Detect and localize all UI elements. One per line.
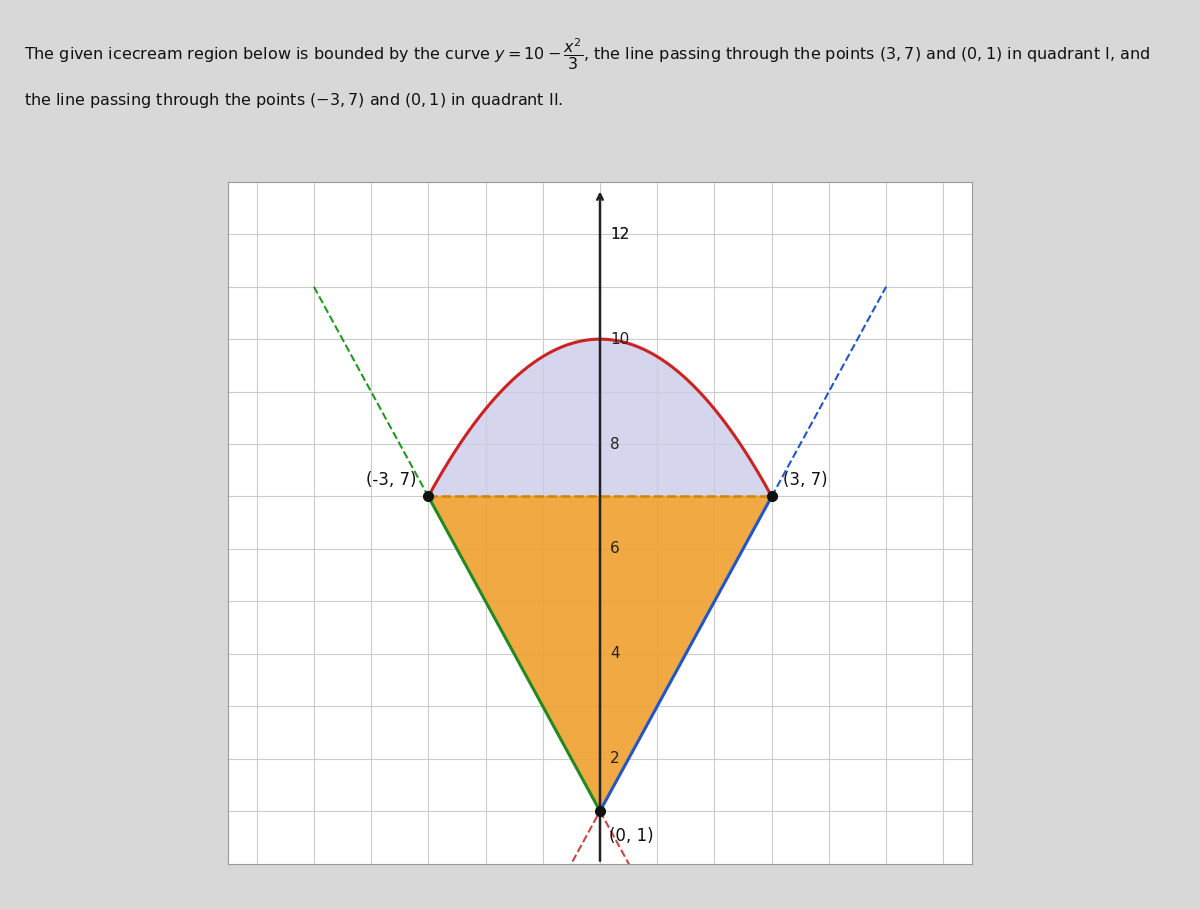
Text: 12: 12 bbox=[611, 226, 630, 242]
Text: 10: 10 bbox=[611, 332, 630, 346]
Text: (0, 1): (0, 1) bbox=[608, 827, 653, 844]
Polygon shape bbox=[428, 496, 772, 811]
Text: (-3, 7): (-3, 7) bbox=[366, 471, 416, 489]
Text: 12: 12 bbox=[611, 226, 630, 242]
Text: 2: 2 bbox=[611, 751, 620, 766]
Text: the line passing through the points $(-3, 7)$ and $(0, 1)$ in quadrant II.: the line passing through the points $(-3… bbox=[24, 91, 563, 110]
Text: 6: 6 bbox=[611, 542, 620, 556]
Text: 4: 4 bbox=[611, 646, 620, 661]
Text: 8: 8 bbox=[611, 436, 620, 452]
Text: The given icecream region below is bounded by the curve $y = 10 - \dfrac{x^2}{3}: The given icecream region below is bound… bbox=[24, 36, 1150, 72]
Text: (3, 7): (3, 7) bbox=[784, 471, 828, 489]
